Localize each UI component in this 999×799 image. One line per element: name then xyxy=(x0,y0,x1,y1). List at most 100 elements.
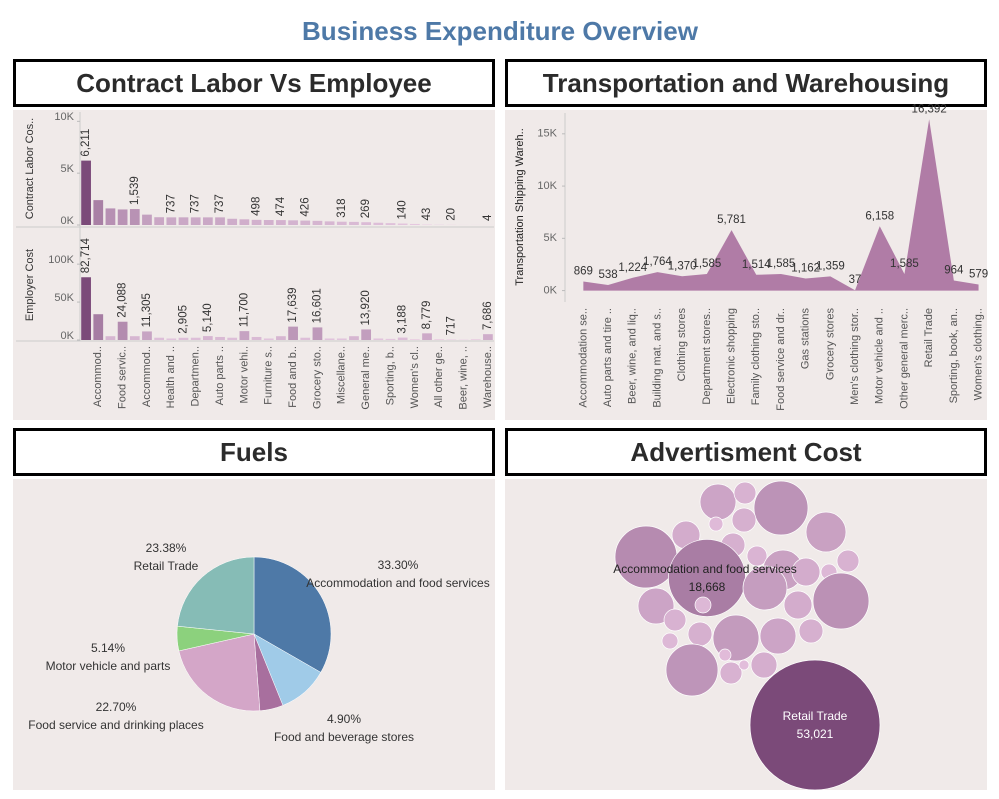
pie-slice xyxy=(253,556,332,673)
data-label: 1,539 xyxy=(129,176,141,205)
data-label: 11,700 xyxy=(238,293,250,327)
y-axis-label: Transportation Shipping Wareh.. xyxy=(514,128,526,286)
bar xyxy=(166,217,177,225)
data-label: 869 xyxy=(574,266,593,278)
slice-value-label: 4.90% xyxy=(327,712,361,726)
data-label: 11,305 xyxy=(141,293,153,327)
bar xyxy=(166,338,177,340)
bubble xyxy=(718,648,732,662)
data-label: 13,920 xyxy=(360,290,372,325)
bar xyxy=(263,338,274,340)
bar xyxy=(409,223,420,225)
x-tick-label: Department stores.. xyxy=(701,308,713,405)
data-label: 579 xyxy=(969,269,988,281)
bar xyxy=(288,326,298,340)
data-label: 474 xyxy=(275,196,287,216)
data-label: 1,585 xyxy=(890,258,919,270)
data-label: 1,359 xyxy=(816,260,845,272)
data-label: 717 xyxy=(445,316,457,335)
bar xyxy=(434,339,445,340)
bubble xyxy=(805,511,847,553)
bar xyxy=(312,220,323,225)
x-tick-label: Accommod.. xyxy=(141,346,153,407)
data-label: 5,781 xyxy=(717,214,746,226)
bar xyxy=(227,218,238,225)
bar xyxy=(349,221,359,225)
x-tick-label: Beer, wine, .. xyxy=(457,346,469,410)
data-label: 1,514 xyxy=(742,259,771,271)
x-tick-label: Women's cl.. xyxy=(409,346,421,408)
bar xyxy=(263,220,274,225)
bar xyxy=(105,336,116,340)
dashboard-title: Business Expenditure Overview xyxy=(302,16,699,46)
bubble xyxy=(731,507,757,533)
slice-value-label: 5.14% xyxy=(91,641,125,655)
bar xyxy=(470,339,481,340)
data-label: 1,585 xyxy=(767,258,796,270)
data-label: 964 xyxy=(944,265,964,277)
bar xyxy=(178,217,189,225)
y-tick-label: 50K xyxy=(54,292,74,304)
data-label: 1,224 xyxy=(618,262,647,274)
area xyxy=(583,119,979,291)
data-label: 426 xyxy=(299,197,311,216)
bar xyxy=(483,334,493,340)
x-tick-label: Motor vehi.. xyxy=(238,346,250,403)
bubble xyxy=(753,480,809,536)
slice-label: Food service and drinking places xyxy=(28,718,203,732)
data-label: 737 xyxy=(214,194,226,213)
bar xyxy=(373,222,384,225)
bar xyxy=(93,314,104,340)
bar xyxy=(215,336,225,340)
data-label: 3,188 xyxy=(397,305,409,334)
data-label: 37 xyxy=(849,274,862,286)
bar xyxy=(324,338,335,340)
x-tick-label: Auto parts .. xyxy=(214,346,226,405)
bubble xyxy=(665,643,719,697)
bar xyxy=(129,209,140,225)
bar xyxy=(202,336,213,340)
bar xyxy=(422,333,432,340)
bar xyxy=(385,223,396,225)
bubble xyxy=(791,557,821,587)
bar xyxy=(288,220,298,225)
x-tick-label: Building mat. and s.. xyxy=(651,308,663,408)
x-tick-label: Electronic shopping xyxy=(725,308,737,404)
bubble xyxy=(708,516,724,532)
data-label: 2,905 xyxy=(178,305,190,334)
bar xyxy=(129,336,140,340)
data-label: 6,158 xyxy=(865,210,894,222)
x-tick-label: Accommod.. xyxy=(92,346,104,407)
bar xyxy=(373,338,384,340)
bubble xyxy=(687,621,713,647)
bar xyxy=(239,219,250,225)
bar xyxy=(81,160,91,225)
bar xyxy=(105,208,116,225)
data-label: 16,392 xyxy=(912,103,947,115)
bar xyxy=(227,337,238,340)
bubble xyxy=(759,617,797,655)
y-axis-label: Employer Cost xyxy=(24,249,36,321)
bubble-value-label: 18,668 xyxy=(689,580,726,594)
x-tick-label: Sporting, book, an.. xyxy=(948,308,960,403)
bubble-value-label: 53,021 xyxy=(797,727,834,741)
data-label: 20 xyxy=(445,208,457,221)
x-tick-label: Clothing stores xyxy=(676,308,688,382)
slice-value-label: 23.38% xyxy=(146,541,187,555)
y-tick-label: 0K xyxy=(61,330,75,342)
y-tick-label: 10K xyxy=(537,180,557,192)
panel-background xyxy=(13,110,495,420)
x-tick-label: Men's clothing stor.. xyxy=(849,308,861,405)
bar xyxy=(202,217,213,225)
x-tick-label: Grocery stores xyxy=(824,308,836,381)
bubble xyxy=(699,483,737,521)
x-tick-label: Departmen.. xyxy=(190,346,202,407)
x-tick-label: General me.. xyxy=(360,346,372,410)
y-tick-label: 0K xyxy=(61,215,75,227)
y-tick-label: 100K xyxy=(48,254,74,266)
data-label: 17,639 xyxy=(287,287,299,322)
x-tick-label: Food servic.. xyxy=(117,346,129,409)
bar xyxy=(276,336,286,340)
bubble-label: Accommodation and food services xyxy=(613,562,796,576)
panel-title: Fuels xyxy=(220,437,288,467)
